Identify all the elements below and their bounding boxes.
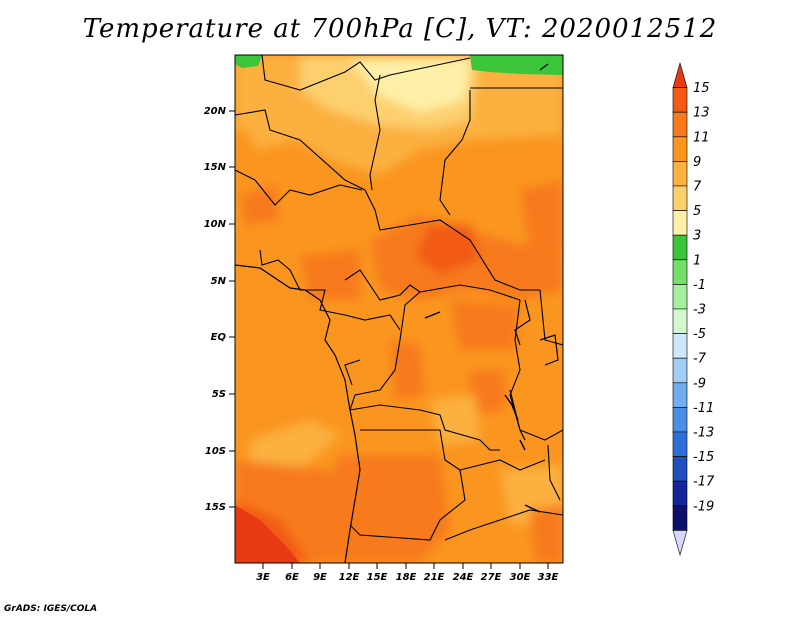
y-tick-label: 5N xyxy=(211,276,227,287)
y-tick-label: 15N xyxy=(204,162,227,173)
colorbar-label: -5 xyxy=(693,327,706,342)
colorbar-swatch xyxy=(672,456,688,482)
colorbar-label: -7 xyxy=(693,352,707,367)
x-axis: 3E 6E 9E 12E 15E 18E 21E 24E 27E 30E 33E xyxy=(256,563,559,583)
x-tick-label: 18E xyxy=(396,572,417,583)
colorbar-label: -3 xyxy=(693,303,706,318)
colorbar-label: 11 xyxy=(693,130,710,145)
colorbar-swatch xyxy=(672,210,688,236)
x-tick-label: 24E xyxy=(453,572,474,583)
y-tick-label: 5S xyxy=(212,389,226,400)
y-tick-label: 20N xyxy=(204,106,227,117)
colorbar-swatch xyxy=(672,382,688,408)
colorbar-swatch xyxy=(672,284,688,310)
colorbar-swatch xyxy=(672,407,688,433)
y-tick-label: 10S xyxy=(205,446,226,457)
colorbar-swatch xyxy=(672,185,688,211)
x-tick-label: 3E xyxy=(256,572,270,583)
colorbar-label: 15 xyxy=(693,81,710,96)
plot-frame xyxy=(234,54,564,564)
lakes xyxy=(424,311,541,513)
y-tick-label: 15S xyxy=(205,502,226,513)
colorbar-label: 13 xyxy=(693,106,710,121)
y-tick-label: EQ xyxy=(211,332,227,343)
x-tick-label: 21E xyxy=(424,572,445,583)
colorbar-label: -17 xyxy=(693,475,715,490)
colorbar-swatch xyxy=(672,234,688,261)
colorbar-swatch xyxy=(672,61,688,88)
colorbar-swatch xyxy=(672,87,688,113)
colorbar: 15 13 11 9 7 5 3 1 -1 -3 -5 -7 -9 -11 -13 -15 -17 -19 xyxy=(672,61,715,557)
x-tick-label: 30E xyxy=(510,572,531,583)
grads-credit: GrADS: IGES/COLA xyxy=(4,604,98,614)
colorbar-swatch xyxy=(672,308,688,334)
country-borders xyxy=(235,55,563,541)
colorbar-label: -11 xyxy=(693,401,714,416)
colorbar-swatch xyxy=(672,111,688,138)
x-tick-label: 15E xyxy=(367,572,388,583)
colorbar-swatch xyxy=(672,505,688,531)
x-tick-label: 33E xyxy=(538,572,559,583)
colorbar-swatch xyxy=(672,161,688,187)
x-tick-label: 9E xyxy=(313,572,327,583)
x-tick-label: 6E xyxy=(285,572,299,583)
colorbar-label: 5 xyxy=(693,204,701,219)
colorbar-swatch xyxy=(672,480,688,507)
colorbar-label: -19 xyxy=(693,499,714,514)
colorbar-label: -9 xyxy=(693,376,706,391)
colorbar-swatch xyxy=(672,431,688,457)
colorbar-swatch xyxy=(672,333,688,359)
colorbar-swatch xyxy=(672,136,688,162)
temperature-field xyxy=(235,55,563,563)
colorbar-label: 7 xyxy=(693,180,702,195)
colorbar-label: 3 xyxy=(693,229,701,244)
colorbar-swatch xyxy=(672,530,688,557)
colorbar-swatch xyxy=(672,259,688,285)
y-tick-label: 10N xyxy=(204,219,227,230)
colorbar-label: 1 xyxy=(693,253,701,268)
colorbar-label: 9 xyxy=(693,155,701,170)
colorbar-swatch xyxy=(672,357,688,384)
x-tick-label: 12E xyxy=(339,572,360,583)
chart-title: Temperature at 700hPa [C], VT: 202001251… xyxy=(82,14,718,44)
colorbar-label: -15 xyxy=(693,450,714,465)
colorbar-label: -13 xyxy=(693,426,714,441)
x-tick-label: 27E xyxy=(481,572,502,583)
y-axis: 20N 15N 10N 5N EQ 5S 10S 15S xyxy=(204,106,235,513)
colorbar-label: -1 xyxy=(693,278,706,293)
